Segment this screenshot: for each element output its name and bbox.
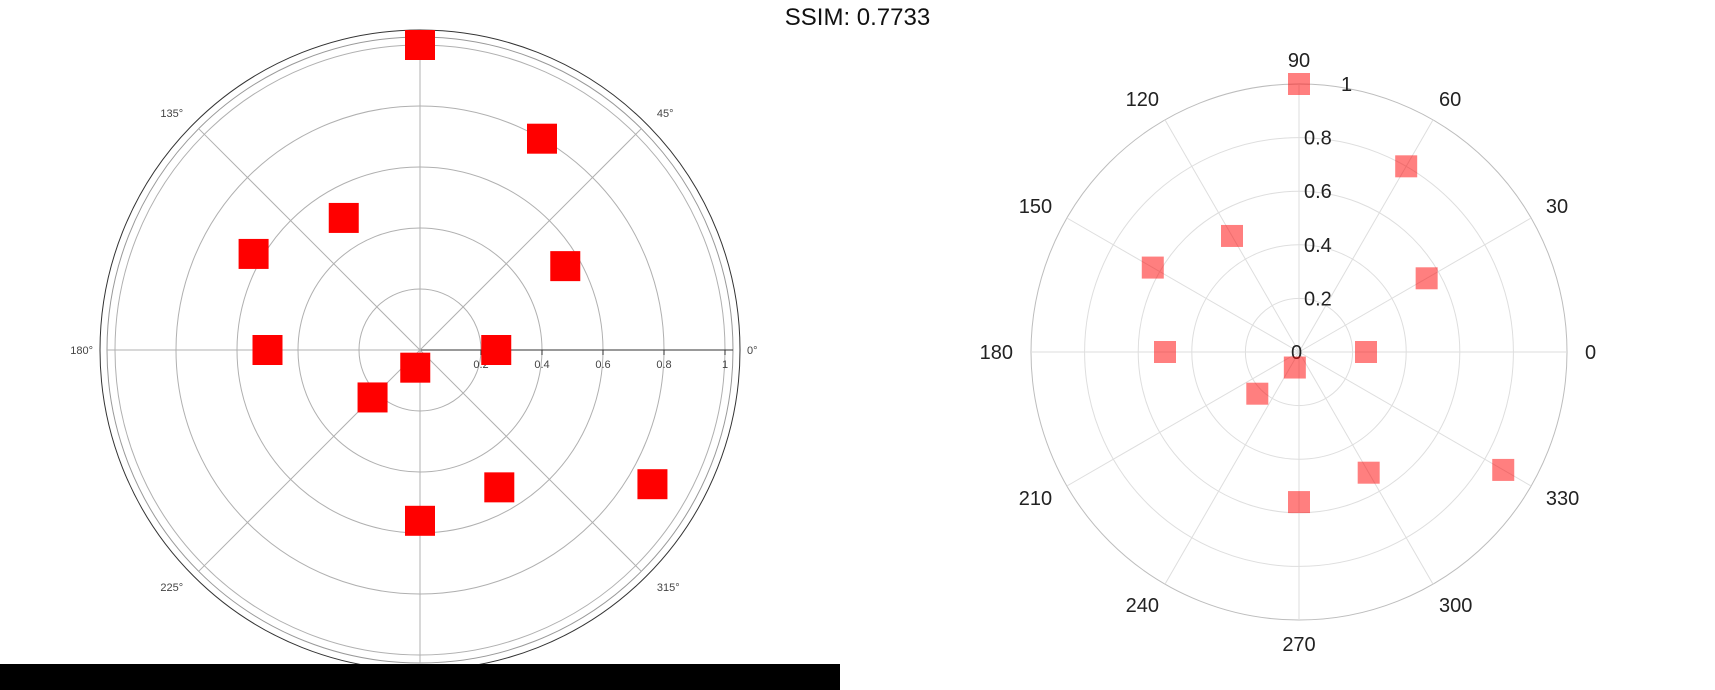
- angular-tick-label: 315°: [657, 582, 680, 594]
- angular-tick-label: 30: [1546, 196, 1568, 218]
- angular-tick-label: 330: [1546, 488, 1579, 510]
- data-point-marker: [484, 472, 515, 503]
- angular-gridline: [1164, 351, 1300, 585]
- data-point-marker: [1415, 267, 1438, 290]
- black-bar: [0, 664, 840, 690]
- data-point-marker: [1492, 458, 1515, 481]
- polar-chart-left: 0.2 0.4 0.6 0.8 10°45°135°180°225° 315°: [70, 29, 758, 671]
- angular-tick-label: 180: [980, 342, 1013, 364]
- angular-tick-label: 0°: [747, 345, 758, 357]
- left-points: [238, 30, 668, 536]
- angular-tick-label: 0: [1585, 342, 1596, 364]
- data-point-marker: [1357, 461, 1380, 484]
- angular-tick-label: 240: [1126, 595, 1159, 617]
- data-point-marker: [1288, 73, 1310, 95]
- angular-tick-label: 60: [1439, 89, 1461, 111]
- angular-tick-label: 300: [1439, 595, 1472, 617]
- data-point-marker: [481, 335, 512, 365]
- data-point-marker: [550, 251, 581, 282]
- data-point-marker: [357, 382, 388, 413]
- radial-tick-label: 0.8: [656, 359, 671, 371]
- data-point-marker: [527, 123, 557, 154]
- angular-gridline: [1066, 217, 1300, 353]
- angular-tick-label: 270: [1282, 634, 1315, 656]
- data-point-marker: [1154, 341, 1176, 363]
- angular-tick-label: 90: [1288, 50, 1310, 72]
- polar-chart-right: 0 0.2 0.4 0.6 0.8 1 0 30 60 90 120 150 180 210 240 270 3…: [980, 50, 1597, 656]
- radial-tick-label: 1: [1341, 74, 1352, 96]
- radial-tick-label: 0.4: [1304, 235, 1332, 257]
- angular-tick-label: 210: [1019, 488, 1052, 510]
- angular-tick-label: 225°: [160, 582, 183, 594]
- right-points: [1141, 73, 1515, 514]
- left-tick-labels: 0.2 0.4 0.6 0.8 10°45°135°180°225° 315°: [70, 108, 757, 594]
- angular-gridline: [1066, 351, 1300, 487]
- data-point-marker: [1246, 382, 1269, 405]
- angular-gridline: [419, 128, 642, 351]
- data-point-marker: [637, 469, 668, 500]
- radial-tick-label: 0.6: [595, 359, 610, 371]
- data-point-marker: [1288, 491, 1310, 514]
- data-point-marker: [328, 202, 359, 233]
- angular-tick-label: 120: [1126, 89, 1159, 111]
- angular-gridline: [198, 128, 421, 351]
- data-point-marker: [238, 238, 269, 269]
- angular-gridline: [1298, 217, 1532, 353]
- radial-tick-label: 0.4: [534, 359, 549, 371]
- data-point-marker: [1395, 155, 1418, 178]
- data-point-marker: [1141, 256, 1164, 279]
- angular-gridline: [419, 349, 642, 572]
- data-point-marker: [405, 505, 435, 536]
- radial-tick-label: 0.2: [1304, 288, 1332, 310]
- radial-tick-label: 1: [722, 359, 728, 371]
- data-point-marker: [1355, 341, 1377, 363]
- angular-tick-label: 135°: [160, 108, 183, 120]
- data-point-marker: [405, 30, 435, 60]
- right-tick-labels: 0 0.2 0.4 0.6 0.8 1 0 30 60 90 120 150 180 210 240 270 3…: [980, 50, 1597, 656]
- angular-tick-label: 180°: [70, 345, 93, 357]
- data-point-marker: [1283, 356, 1306, 379]
- ssim-title: SSIM: 0.7733: [784, 4, 931, 31]
- radial-tick-label: 0.8: [1304, 128, 1332, 150]
- radial-tick-label: 0: [1291, 342, 1302, 364]
- radial-tick-label: 0.6: [1304, 181, 1332, 203]
- data-point-marker: [400, 352, 431, 383]
- angular-tick-label: 45°: [657, 108, 674, 120]
- data-point-marker: [252, 335, 283, 365]
- angular-tick-label: 150: [1019, 196, 1052, 218]
- data-point-marker: [1221, 224, 1243, 247]
- left-grid: [99, 29, 741, 671]
